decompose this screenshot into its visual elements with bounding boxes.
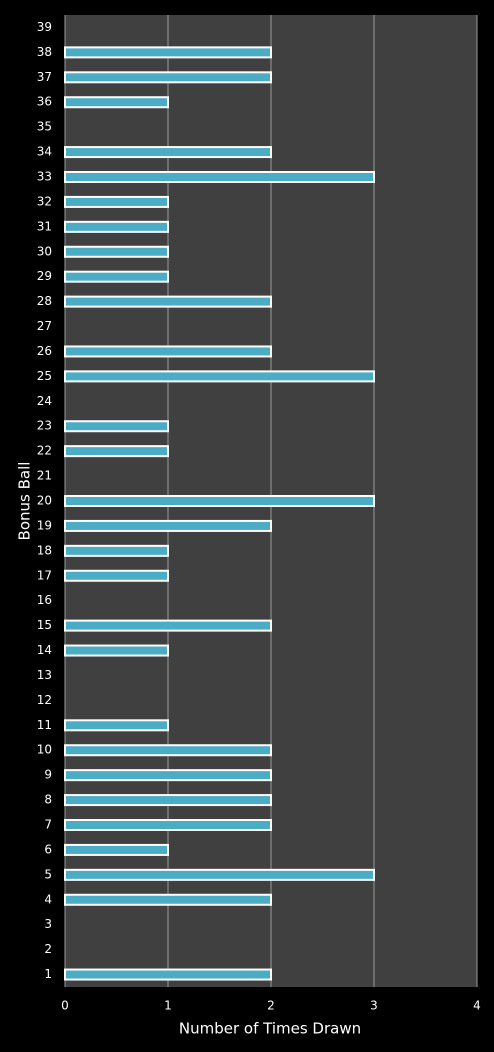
bar (64, 769, 272, 782)
bar (64, 968, 272, 981)
bar (64, 195, 169, 208)
y-tick-label: 19 (37, 518, 52, 532)
y-tick-label: 16 (37, 593, 52, 607)
bar (64, 744, 272, 757)
y-tick-label: 17 (37, 568, 52, 582)
x-tick-label: 3 (370, 999, 378, 1013)
bar (64, 345, 272, 358)
y-axis-title: Bonus Ball (16, 462, 34, 541)
y-tick-label: 28 (37, 294, 52, 308)
bar (64, 370, 375, 383)
bar (64, 71, 272, 84)
y-tick-label: 35 (37, 120, 52, 134)
y-tick-label: 26 (37, 344, 52, 358)
y-tick-label: 27 (37, 319, 52, 333)
bar (64, 270, 169, 283)
y-tick-label: 39 (37, 20, 52, 34)
x-tick-label: 1 (164, 999, 172, 1013)
bar (64, 171, 375, 183)
y-tick-label: 20 (37, 494, 52, 508)
bar (64, 295, 272, 308)
y-tick-label: 38 (37, 45, 52, 59)
y-tick-label: 23 (37, 419, 52, 433)
y-tick-label: 34 (37, 145, 52, 159)
y-tick-label: 18 (37, 543, 52, 557)
y-tick-label: 24 (37, 394, 52, 408)
y-tick-label: 1 (44, 967, 52, 981)
y-tick-label: 36 (37, 95, 52, 109)
bar (64, 96, 169, 109)
y-tick-label: 13 (37, 668, 52, 682)
bar (64, 445, 169, 458)
bar (64, 868, 375, 881)
x-axis-title: Number of Times Drawn (179, 1020, 361, 1038)
y-tick-label: 33 (37, 170, 52, 184)
y-tick-label: 29 (37, 269, 52, 283)
y-tick-label: 4 (44, 892, 52, 906)
bar (64, 893, 272, 906)
bar (64, 644, 169, 657)
y-tick-label: 37 (37, 70, 52, 84)
y-tick-label: 31 (37, 219, 52, 233)
y-tick-label: 5 (44, 867, 52, 881)
y-tick-label: 32 (37, 194, 52, 208)
x-tick-label: 2 (267, 999, 275, 1013)
y-tick-label: 7 (44, 818, 52, 832)
y-tick-label: 8 (44, 793, 52, 807)
bar (64, 46, 272, 59)
x-tick-label: 0 (61, 999, 69, 1013)
bar (64, 819, 272, 831)
bar (64, 146, 272, 159)
y-tick-label: 11 (37, 718, 52, 732)
y-tick-label: 21 (37, 469, 52, 483)
bar (64, 569, 169, 582)
bar (64, 843, 169, 856)
y-tick-label: 14 (37, 643, 52, 657)
bar (64, 544, 169, 557)
y-tick-label: 12 (37, 693, 52, 707)
bar (64, 719, 169, 732)
y-tick-label: 30 (37, 244, 52, 258)
bar (64, 220, 169, 233)
y-tick-label: 25 (37, 369, 52, 383)
bar (64, 245, 169, 258)
y-tick-label: 15 (37, 618, 52, 632)
bar (64, 519, 272, 532)
y-tick-label: 2 (44, 942, 52, 956)
y-tick-label: 22 (37, 444, 52, 458)
bar (64, 619, 272, 632)
y-tick-label: 6 (44, 842, 52, 856)
y-tick-label: 9 (44, 768, 52, 782)
y-tick-label: 3 (44, 917, 52, 931)
x-tick-label: 4 (473, 999, 481, 1013)
bar (64, 420, 169, 433)
bar (64, 495, 375, 507)
bar (64, 794, 272, 807)
y-tick-label: 10 (37, 743, 52, 757)
